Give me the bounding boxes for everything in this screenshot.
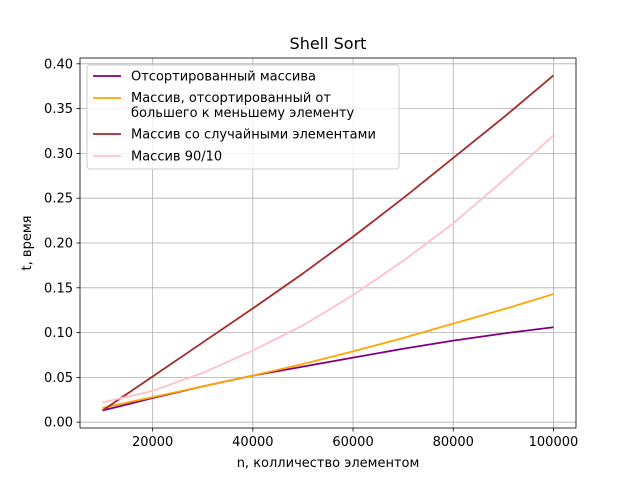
series-lines <box>102 74 555 412</box>
series-line-4 <box>102 134 555 404</box>
y-axis-ticks: 0.00 0.05 0.10 0.15 0.20 0.25 0.30 0.35 0.40 <box>44 57 80 431</box>
legend: Отсортированный массива Массив, отсортиро… <box>86 64 400 170</box>
y-tick-label: 0.20 <box>44 237 73 252</box>
y-tick-label: 0.25 <box>44 192 73 207</box>
series-line-3 <box>102 74 555 412</box>
x-tick-label: 20000 <box>132 435 173 450</box>
x-axis-label: n, колличество элементом <box>237 456 420 471</box>
legend-label-1: Отсортированный массива <box>131 70 316 85</box>
y-axis-label: t, время <box>20 216 35 271</box>
y-tick-label: 0.15 <box>44 281 73 296</box>
y-tick-label: 0.00 <box>44 416 73 431</box>
y-tick-label: 0.35 <box>44 102 73 117</box>
x-tick-label: 80000 <box>433 435 474 450</box>
y-tick-label: 0.40 <box>44 57 73 72</box>
legend-label-2-line-1: Массив, отсортированный от <box>131 91 331 106</box>
series-line-1 <box>102 326 554 412</box>
legend-frame <box>86 64 400 170</box>
x-tick-label: 40000 <box>232 435 273 450</box>
y-tick-label: 0.30 <box>44 147 73 162</box>
x-tick-label: 60000 <box>332 435 373 450</box>
x-axis-ticks: 20000 40000 60000 80000 100000 <box>132 428 578 450</box>
series-line-2 <box>102 293 554 409</box>
chart-title: Shell Sort <box>290 34 367 53</box>
x-tick-label: 100000 <box>529 435 579 450</box>
legend-label-4: Массив 90/10 <box>131 150 222 165</box>
legend-label-2-line-2: большего к меньшему элементу <box>131 106 355 121</box>
legend-label-3: Массив со случайными элементами <box>131 128 376 143</box>
y-tick-label: 0.10 <box>44 326 73 341</box>
y-tick-label: 0.05 <box>44 371 73 386</box>
